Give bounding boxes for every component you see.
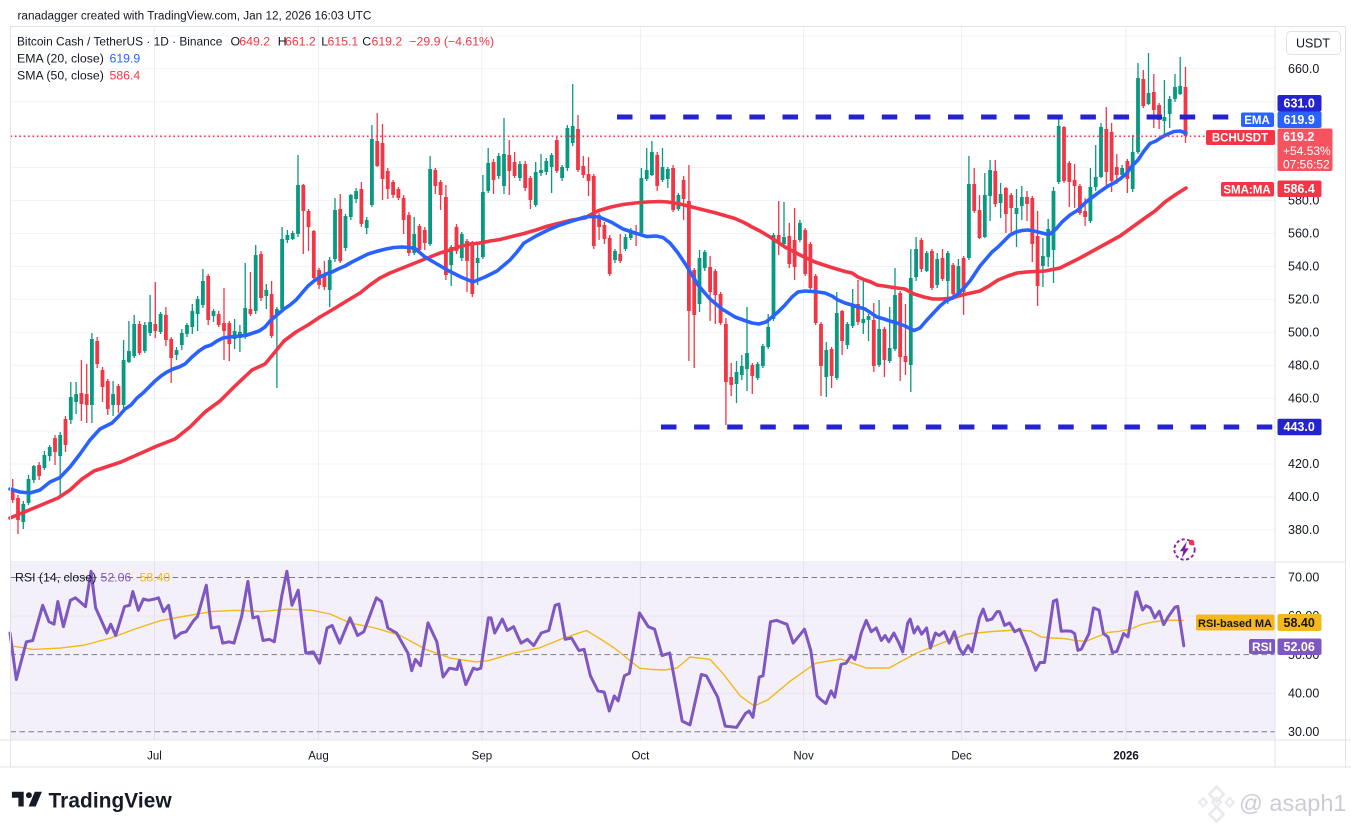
- svg-text:RSI-based MA: RSI-based MA: [1198, 618, 1272, 630]
- svg-text:560.0: 560.0: [1288, 227, 1319, 241]
- svg-text:ranadagger created with Tradin: ranadagger created with TradingView.com,…: [18, 9, 372, 22]
- svg-text:2026: 2026: [1113, 751, 1139, 763]
- svg-text:420.0: 420.0: [1288, 457, 1319, 471]
- svg-text:EMA: EMA: [1244, 115, 1270, 127]
- svg-text:+54.53%: +54.53%: [1283, 144, 1331, 158]
- svg-text:Aug: Aug: [308, 751, 328, 763]
- svg-text:30.00: 30.00: [1288, 725, 1319, 739]
- svg-text:480.0: 480.0: [1288, 358, 1319, 372]
- svg-text:Oct: Oct: [631, 751, 650, 763]
- svg-text:Bitcoin Cash / TetherUS · 1D ·: Bitcoin Cash / TetherUS · 1D · Binance O6…: [17, 35, 494, 49]
- svg-text:07:56:52: 07:56:52: [1283, 158, 1330, 172]
- svg-text:619.2: 619.2: [1283, 130, 1314, 144]
- svg-text:SMA:MA: SMA:MA: [1223, 185, 1270, 197]
- svg-text:443.0: 443.0: [1284, 420, 1315, 434]
- svg-text:460.0: 460.0: [1288, 391, 1319, 405]
- svg-text:520.0: 520.0: [1288, 293, 1319, 307]
- svg-text:40.00: 40.00: [1288, 686, 1319, 700]
- svg-text:BCHUSDT: BCHUSDT: [1212, 133, 1268, 145]
- svg-text:SMA (50, close)586.4: SMA (50, close) 586.4: [17, 69, 140, 83]
- svg-text:58.40: 58.40: [1284, 616, 1315, 630]
- svg-text:Jul: Jul: [147, 751, 162, 763]
- svg-text:631.0: 631.0: [1284, 97, 1315, 111]
- svg-text:TradingView: TradingView: [49, 790, 173, 813]
- svg-text:500.0: 500.0: [1288, 325, 1319, 339]
- svg-text:EMA (20, close)619.9: EMA (20, close) 619.9: [17, 52, 140, 66]
- svg-text:540.0: 540.0: [1288, 260, 1319, 274]
- svg-text:70.00: 70.00: [1288, 571, 1319, 585]
- svg-text:400.0: 400.0: [1288, 490, 1319, 504]
- svg-text:660.0: 660.0: [1288, 62, 1319, 76]
- svg-text:586.4: 586.4: [1284, 182, 1315, 196]
- svg-text:380.0: 380.0: [1288, 523, 1319, 537]
- svg-text:Dec: Dec: [951, 751, 972, 763]
- svg-text:Sep: Sep: [472, 751, 492, 763]
- svg-text:619.9: 619.9: [1284, 113, 1315, 127]
- svg-text:580.0: 580.0: [1288, 194, 1319, 208]
- svg-text:RSI: RSI: [1252, 640, 1272, 654]
- svg-text:USDT: USDT: [1296, 37, 1330, 51]
- svg-text:@ asaph1: @ asaph1: [1239, 790, 1346, 816]
- svg-text:52.06: 52.06: [1284, 640, 1315, 654]
- svg-text:Nov: Nov: [793, 751, 814, 763]
